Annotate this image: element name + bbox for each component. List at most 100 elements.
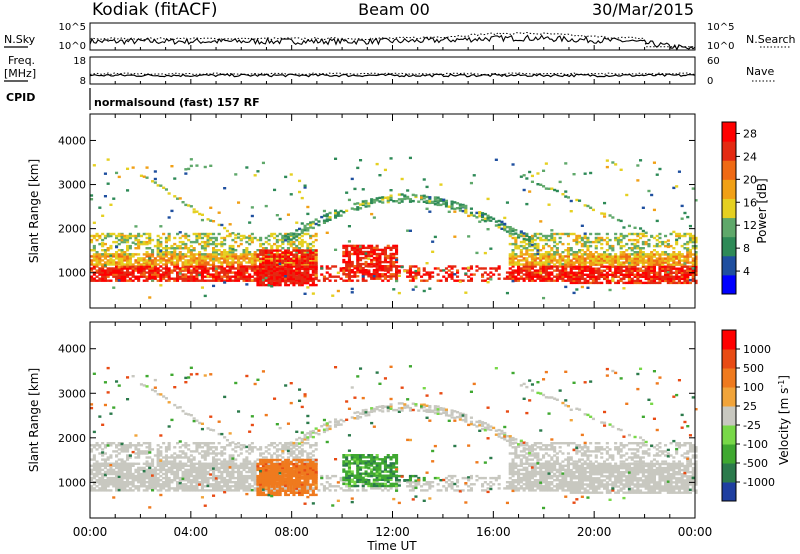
velocity-cell <box>195 479 199 482</box>
power-cell <box>223 279 227 282</box>
velocity-cell <box>128 476 132 480</box>
power-cell <box>306 242 310 246</box>
power-cell <box>544 238 548 242</box>
velocity-cell <box>142 489 146 492</box>
power-cell <box>619 273 623 276</box>
power-cell <box>672 277 676 281</box>
power-cell <box>414 277 418 280</box>
velocity-cell <box>167 462 171 465</box>
velocity-cell <box>151 481 155 484</box>
power-cell <box>309 253 313 256</box>
velocity-cell <box>120 470 124 474</box>
power-cell <box>189 273 193 276</box>
power-cell <box>289 233 293 236</box>
power-cell <box>281 261 285 264</box>
velocity-cell <box>212 446 216 449</box>
power-cell <box>286 242 290 246</box>
power-cell <box>550 265 554 268</box>
power-cell <box>303 251 307 254</box>
velocity-cell <box>198 474 202 478</box>
power-cell <box>314 265 318 269</box>
power-cell <box>694 244 698 248</box>
power-cell <box>225 273 229 276</box>
power-cell <box>278 281 282 285</box>
power-cell <box>173 249 177 252</box>
power-cell <box>508 226 512 229</box>
nave-tick-bottom: 0 <box>707 76 713 87</box>
power-cell <box>608 214 612 217</box>
power-cell <box>627 273 631 276</box>
velocity-cell <box>90 448 94 451</box>
velocity-cell <box>181 489 185 492</box>
power-cell <box>553 232 557 236</box>
velocity-cell <box>98 415 102 418</box>
power-cell <box>90 263 94 266</box>
velocity-cell <box>181 477 185 480</box>
power-cell <box>561 232 565 236</box>
velocity-cell <box>98 452 102 455</box>
power-cell <box>311 253 315 256</box>
power-cell <box>605 281 609 285</box>
power-cell <box>614 261 618 264</box>
power-cell <box>386 246 390 250</box>
power-cell <box>153 244 157 248</box>
power-cell <box>566 273 570 276</box>
power-cell <box>583 236 587 240</box>
power-cell <box>289 251 293 254</box>
velocity-cell <box>248 474 252 478</box>
power-cell <box>117 259 121 262</box>
power-cell <box>625 281 629 285</box>
power-cell <box>167 275 171 278</box>
power-cell <box>311 263 315 266</box>
power-cell <box>120 236 124 240</box>
power-cell <box>223 257 227 260</box>
power-cell <box>564 285 568 289</box>
velocity-cell <box>131 450 135 454</box>
power-cell <box>101 232 105 236</box>
noise-sky-label: N.Sky <box>4 33 36 46</box>
power-cell <box>594 251 598 254</box>
power-cell <box>126 261 130 264</box>
velocity-cell <box>112 462 116 465</box>
power-cell <box>206 240 210 244</box>
power-cell <box>519 234 523 238</box>
power-cell <box>200 255 204 258</box>
velocity-cell <box>225 470 229 474</box>
power-cell <box>292 281 296 285</box>
velocity-cell <box>184 485 188 488</box>
power-cell <box>669 257 673 260</box>
power-cell <box>572 281 576 285</box>
power-cell <box>608 259 612 262</box>
power-cell <box>328 279 332 282</box>
power-cell <box>261 275 265 279</box>
velocity-cell <box>98 472 102 476</box>
velocity-cell <box>178 446 182 449</box>
power-cell <box>536 251 540 254</box>
power-cell <box>311 257 315 260</box>
power-cell <box>156 279 160 282</box>
power-cell <box>367 265 371 268</box>
power-cell <box>153 261 157 264</box>
power-cell <box>123 259 127 262</box>
power-cell <box>644 275 648 278</box>
power-cell <box>553 240 557 244</box>
velocity-cell <box>167 489 171 492</box>
power-cell <box>372 265 376 268</box>
power-cell <box>228 256 232 260</box>
power-cell <box>569 269 573 272</box>
power-cell <box>359 258 363 262</box>
power-cell <box>411 265 415 268</box>
power-cell <box>547 238 551 242</box>
power-cell <box>181 273 185 276</box>
power-cell <box>519 277 523 280</box>
power-cell <box>566 255 570 258</box>
power-cell <box>112 267 116 270</box>
power-cell <box>250 214 254 218</box>
power-cell <box>572 253 576 256</box>
power-cell <box>686 267 690 270</box>
velocity-cell <box>148 479 152 482</box>
velocity-cell <box>189 414 193 417</box>
power-cell <box>281 259 285 262</box>
power-cell <box>286 236 290 239</box>
power-cell <box>666 242 670 246</box>
